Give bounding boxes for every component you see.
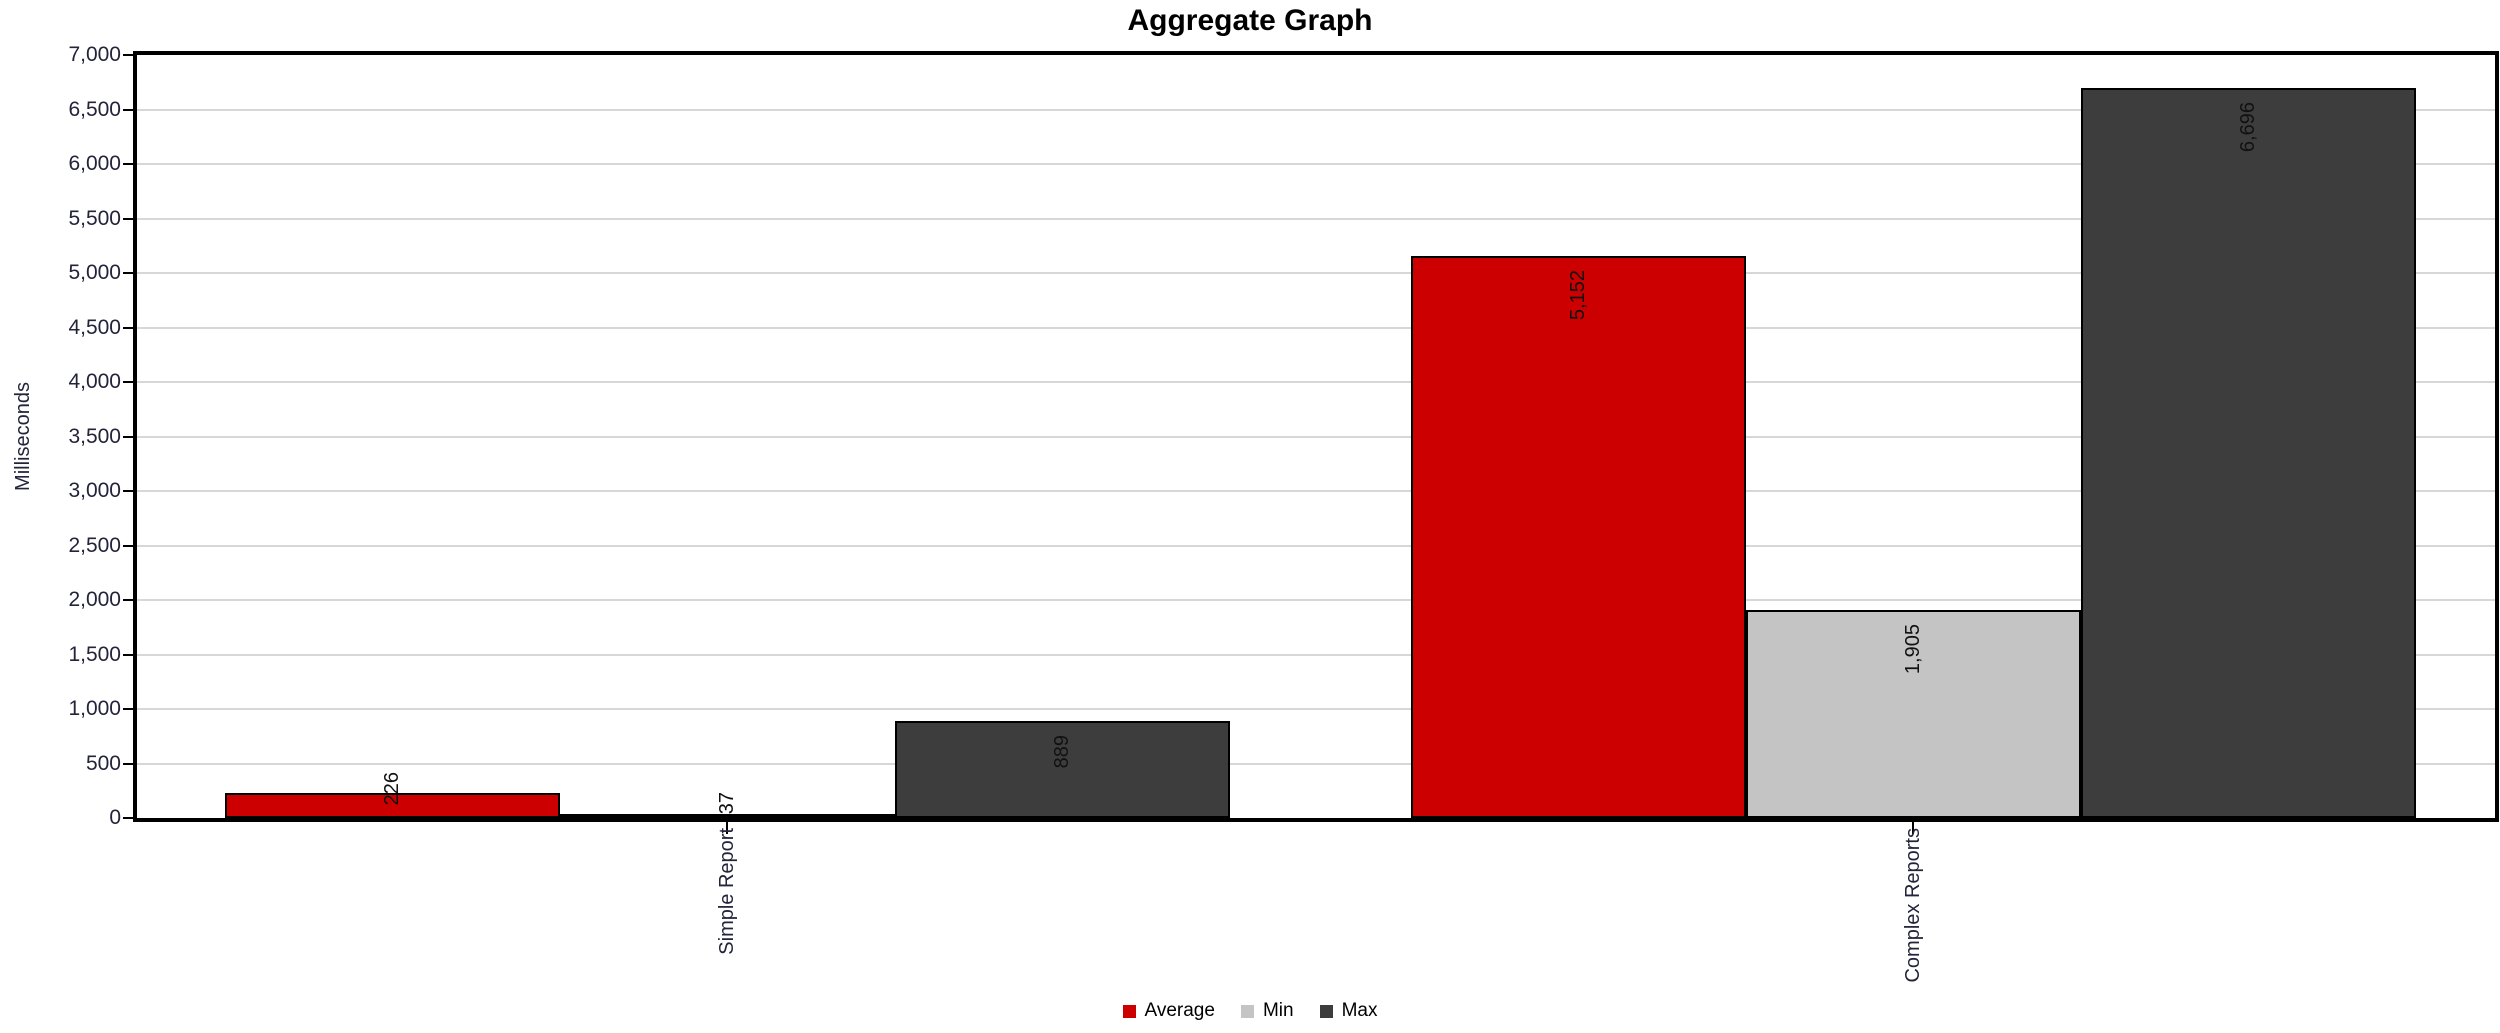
legend-swatch-icon-min xyxy=(1240,1004,1254,1018)
gridline-500 xyxy=(137,762,2495,765)
y-axis-tick-0 xyxy=(123,817,133,819)
y-axis-tick-label-6000: 6,000 xyxy=(68,152,121,175)
y-axis-tick-4500 xyxy=(123,326,133,329)
legend-swatch-icon-average xyxy=(1122,1004,1136,1018)
y-axis-tick-label-5000: 5,000 xyxy=(68,261,121,284)
bar-value-label-average-simple-report: 226 xyxy=(381,772,403,806)
bar-value-label-min-simple-report: 37 xyxy=(716,792,738,815)
y-axis-tick-4000 xyxy=(123,381,133,383)
y-axis-tick-label-3500: 3,500 xyxy=(68,424,121,448)
legend-label-min: Min xyxy=(1262,1000,1294,1021)
gridline-1500 xyxy=(137,653,2495,656)
y-axis-tick-6500 xyxy=(123,108,133,111)
legend-label-average: Average xyxy=(1144,1000,1215,1021)
x-axis-tick-complex-reports xyxy=(1912,822,1914,834)
legend: Average Min Max xyxy=(0,1000,2500,1022)
y-axis-tick-label-3000: 3,000 xyxy=(68,479,121,502)
y-axis-tick-label-1000: 1,000 xyxy=(68,697,121,720)
legend-item-min: Min xyxy=(1240,1000,1294,1022)
gridline-5000 xyxy=(137,272,2495,274)
y-axis-tick-2500 xyxy=(123,544,133,547)
bar-min-simple-report xyxy=(559,813,895,818)
gridline-2000 xyxy=(137,599,2495,601)
category-label-simple-report: Simple Report xyxy=(716,828,738,955)
legend-item-max: Max xyxy=(1319,1000,1378,1022)
category-label-complex-reports: Complex Reports xyxy=(1902,828,1924,983)
gridline-2500 xyxy=(137,544,2495,547)
x-axis-tick-simple-report xyxy=(726,822,728,834)
bar-max-complex-reports xyxy=(2080,88,2416,818)
y-axis-tick-label-5500: 5,500 xyxy=(68,206,121,230)
y-axis-tick-500 xyxy=(123,762,133,765)
y-axis-tick-label-4000: 4,000 xyxy=(68,370,121,393)
y-axis-tick-label-6500: 6,500 xyxy=(68,97,121,121)
gridline-6500 xyxy=(137,108,2495,111)
y-axis-tick-label-1500: 1,500 xyxy=(68,642,121,666)
gridline-4000 xyxy=(137,381,2495,383)
y-axis-tick-1500 xyxy=(123,653,133,656)
y-axis-tick-label-2000: 2,000 xyxy=(68,588,121,611)
bar-value-label-min-complex-reports: 1,905 xyxy=(1902,624,1924,675)
y-axis-tick-2000 xyxy=(123,599,133,601)
y-axis-tick-label-0: 0 xyxy=(109,806,121,829)
y-axis-tick-label-7000: 7,000 xyxy=(68,43,121,66)
bar-min-complex-reports xyxy=(1745,610,2081,818)
y-axis-tick-6000 xyxy=(123,163,133,165)
chart-title: Aggregate Graph xyxy=(1127,4,1373,37)
bar-average-simple-report xyxy=(224,793,560,818)
y-axis-tick-1000 xyxy=(123,708,133,710)
gridline-1000 xyxy=(137,708,2495,710)
y-axis-tick-label-2500: 2,500 xyxy=(68,533,121,557)
gridline-3000 xyxy=(137,490,2495,492)
bar-value-label-average-complex-reports: 5,152 xyxy=(1567,270,1589,321)
legend-swatch-icon-max xyxy=(1319,1004,1333,1018)
plot-area: 226 37 889 5,152 1,905 6,696 xyxy=(133,51,2499,822)
bar-value-label-max-complex-reports: 6,696 xyxy=(2237,102,2259,153)
y-axis-tick-3500 xyxy=(123,435,133,438)
legend-item-average: Average xyxy=(1122,1000,1215,1022)
bar-value-label-max-simple-report: 889 xyxy=(1051,735,1073,769)
bar-average-complex-reports xyxy=(1410,256,1746,818)
gridline-4500 xyxy=(137,326,2495,329)
y-axis-tick-7000 xyxy=(123,54,133,56)
y-axis-tick-3000 xyxy=(123,490,133,492)
y-axis-tick-label-500: 500 xyxy=(85,751,121,775)
y-axis-tick-label-4500: 4,500 xyxy=(68,315,121,339)
gridline-6000 xyxy=(137,163,2495,165)
gridline-3500 xyxy=(137,435,2495,438)
gridline-5500 xyxy=(137,217,2495,220)
y-axis-tick-5000 xyxy=(123,272,133,274)
y-axis-tick-5500 xyxy=(123,217,133,220)
legend-label-max: Max xyxy=(1341,1000,1378,1021)
bar-max-simple-report xyxy=(894,721,1230,818)
